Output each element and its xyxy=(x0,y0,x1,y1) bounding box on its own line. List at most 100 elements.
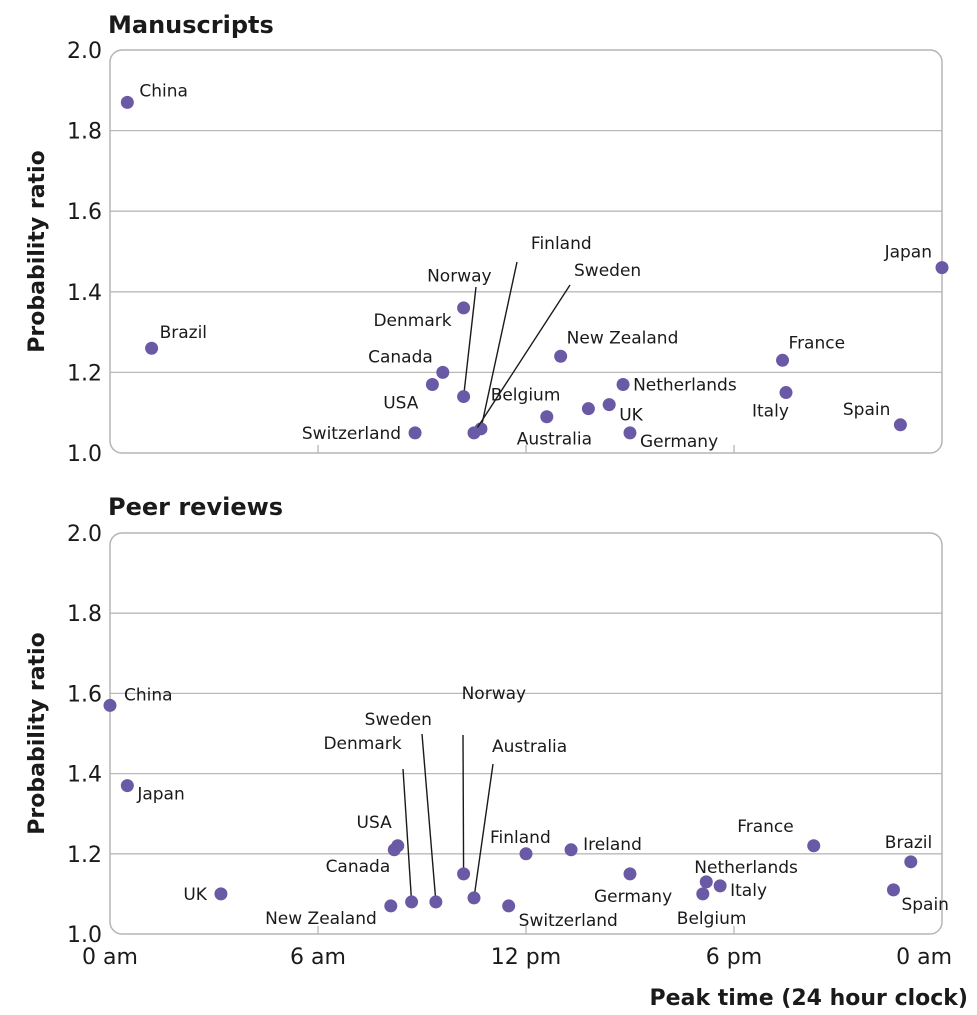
data-point xyxy=(384,899,398,913)
point-label: Denmark xyxy=(373,311,451,331)
label-leader-line xyxy=(421,733,437,902)
point-label: New Zealand xyxy=(567,328,679,348)
panel-peer-reviews: Peer reviews 1.0 1.2 1.4 1.6 1.8 2.0 0 am 6 am 12… xyxy=(25,493,968,1011)
data-point xyxy=(540,410,554,424)
plot-frame xyxy=(109,532,943,935)
label-leader-line xyxy=(462,734,465,874)
data-point xyxy=(564,843,578,857)
point-label: Denmark xyxy=(323,734,401,754)
data-point xyxy=(103,698,117,712)
data-point xyxy=(554,349,568,363)
point-label: France xyxy=(789,333,846,353)
point-label: Sweden xyxy=(574,261,641,281)
y-tick-label: 1.2 xyxy=(67,843,102,868)
data-point xyxy=(467,426,481,440)
data-point xyxy=(387,843,401,857)
point-label: Germany xyxy=(640,432,718,452)
point-label: Spain xyxy=(901,895,949,915)
data-point xyxy=(893,418,907,432)
data-point xyxy=(457,390,471,404)
x-tick-label: 12 pm xyxy=(491,945,561,970)
data-point xyxy=(602,398,616,412)
y-tick-label: 1.8 xyxy=(67,120,102,145)
data-point xyxy=(616,377,630,391)
data-point xyxy=(904,855,918,869)
point-label: Japan xyxy=(136,785,184,805)
label-leader-line xyxy=(473,763,494,899)
point-label: Belgium xyxy=(677,909,747,929)
data-point xyxy=(623,426,637,440)
data-point xyxy=(713,879,727,893)
point-label: Netherlands xyxy=(633,375,737,395)
point-label: Brazil xyxy=(160,323,207,343)
y-tick-label: 1.4 xyxy=(67,763,102,788)
y-tick-label: 1.6 xyxy=(67,200,102,225)
point-label: China xyxy=(139,81,188,101)
y-tick-label: 1.4 xyxy=(67,281,102,306)
data-point xyxy=(120,779,134,793)
y-tick-label: 1.8 xyxy=(67,602,102,627)
point-label: Norway xyxy=(462,684,526,704)
data-point xyxy=(467,891,481,905)
chart-title: Peer reviews xyxy=(108,493,283,521)
y-tick-label: 2.0 xyxy=(67,39,102,64)
data-point xyxy=(405,895,419,909)
panel-manuscripts: Manuscripts 1.0 1.2 1.4 1.6 1.8 2.0 Probability… xyxy=(25,11,949,467)
data-point xyxy=(457,301,471,315)
data-point xyxy=(214,887,228,901)
point-label: Switzerland xyxy=(302,424,401,444)
point-label: UK xyxy=(183,885,207,905)
point-label: Ireland xyxy=(583,835,642,855)
y-tick-label: 2.0 xyxy=(67,522,102,547)
point-label: Netherlands xyxy=(694,858,798,878)
x-tick-label: 6 pm xyxy=(706,945,762,970)
data-point xyxy=(436,365,450,379)
y-tick-label: 1.6 xyxy=(67,682,102,707)
point-label: Switzerland xyxy=(519,911,618,931)
data-point xyxy=(935,261,949,275)
point-label: USA xyxy=(383,393,419,413)
y-tick-label: 1.2 xyxy=(67,361,102,386)
point-label: Germany xyxy=(594,887,672,907)
point-label: France xyxy=(737,817,794,837)
data-point xyxy=(120,95,134,109)
label-leader-line xyxy=(402,768,413,902)
point-label: Finland xyxy=(490,828,551,848)
data-point xyxy=(886,883,900,897)
point-label: Australia xyxy=(517,430,592,450)
data-point xyxy=(519,847,533,861)
data-point xyxy=(779,386,793,400)
point-label: Sweden xyxy=(365,710,432,730)
y-tick-label: 1.0 xyxy=(67,442,102,467)
point-label: Brazil xyxy=(885,833,932,853)
point-label: China xyxy=(124,685,173,705)
data-point xyxy=(776,353,790,367)
point-label: Spain xyxy=(843,400,891,420)
data-point xyxy=(425,377,439,391)
point-label: Canada xyxy=(326,857,391,877)
x-tick-label: 0 am xyxy=(82,945,138,970)
point-label: UK xyxy=(619,406,643,426)
point-label: Italy xyxy=(730,881,767,901)
point-label: USA xyxy=(357,813,393,833)
data-point xyxy=(699,875,713,889)
point-label: Japan xyxy=(884,243,932,263)
data-point xyxy=(429,895,443,909)
chart-title: Manuscripts xyxy=(108,11,274,39)
data-point xyxy=(807,839,821,853)
label-leader-line xyxy=(473,284,571,434)
data-point xyxy=(457,867,471,881)
label-leader-line xyxy=(462,286,477,397)
x-tick-label: 0 am xyxy=(896,945,952,970)
point-label: Norway xyxy=(427,267,492,287)
point-label: Australia xyxy=(492,737,567,757)
x-tick-label: 6 am xyxy=(290,945,346,970)
x-axis-label: Peak time (24 hour clock) xyxy=(650,986,968,1011)
y-tick-label: 1.0 xyxy=(67,923,102,948)
data-point xyxy=(145,341,159,355)
point-label: Finland xyxy=(531,234,592,254)
y-axis-label: Probability ratio xyxy=(25,150,50,352)
point-label: Italy xyxy=(752,402,789,422)
label-leader-line xyxy=(480,261,518,429)
